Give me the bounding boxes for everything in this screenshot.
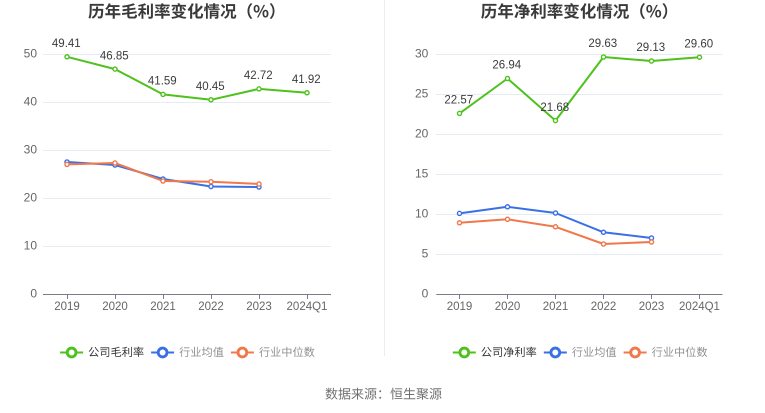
- svg-text:46.85: 46.85: [100, 50, 129, 62]
- svg-text:21.68: 21.68: [540, 102, 569, 114]
- svg-text:20: 20: [24, 190, 38, 204]
- svg-text:0: 0: [30, 286, 37, 300]
- svg-text:2021: 2021: [150, 301, 176, 313]
- svg-text:2021: 2021: [543, 301, 569, 313]
- svg-text:2019: 2019: [54, 301, 80, 313]
- svg-text:40.45: 40.45: [196, 81, 225, 93]
- svg-text:10: 10: [415, 206, 429, 220]
- svg-text:26.94: 26.94: [492, 60, 521, 72]
- svg-text:5: 5: [422, 246, 429, 260]
- svg-text:30: 30: [415, 46, 429, 60]
- svg-text:2024Q1: 2024Q1: [679, 301, 720, 313]
- svg-text:50: 50: [24, 46, 38, 60]
- svg-text:30: 30: [24, 142, 38, 156]
- svg-text:0: 0: [422, 286, 429, 300]
- svg-text:10: 10: [24, 238, 38, 252]
- svg-text:29.63: 29.63: [588, 38, 617, 50]
- svg-text:25: 25: [415, 86, 429, 100]
- svg-text:2023: 2023: [246, 301, 272, 313]
- svg-text:49.41: 49.41: [52, 38, 81, 50]
- svg-text:2022: 2022: [591, 301, 617, 313]
- svg-text:20: 20: [415, 126, 429, 140]
- svg-text:22.57: 22.57: [444, 95, 473, 107]
- svg-text:2019: 2019: [447, 301, 473, 313]
- svg-text:2020: 2020: [102, 301, 128, 313]
- svg-text:2024Q1: 2024Q1: [287, 301, 328, 313]
- svg-text:2023: 2023: [639, 301, 665, 313]
- svg-text:41.59: 41.59: [148, 76, 177, 88]
- svg-text:29.13: 29.13: [636, 42, 665, 54]
- svg-text:41.92: 41.92: [292, 74, 321, 86]
- svg-text:2020: 2020: [495, 301, 521, 313]
- svg-text:40: 40: [24, 94, 38, 108]
- svg-text:2022: 2022: [198, 301, 224, 313]
- svg-text:42.72: 42.72: [244, 70, 273, 82]
- svg-text:15: 15: [415, 166, 429, 180]
- svg-text:29.60: 29.60: [684, 38, 713, 50]
